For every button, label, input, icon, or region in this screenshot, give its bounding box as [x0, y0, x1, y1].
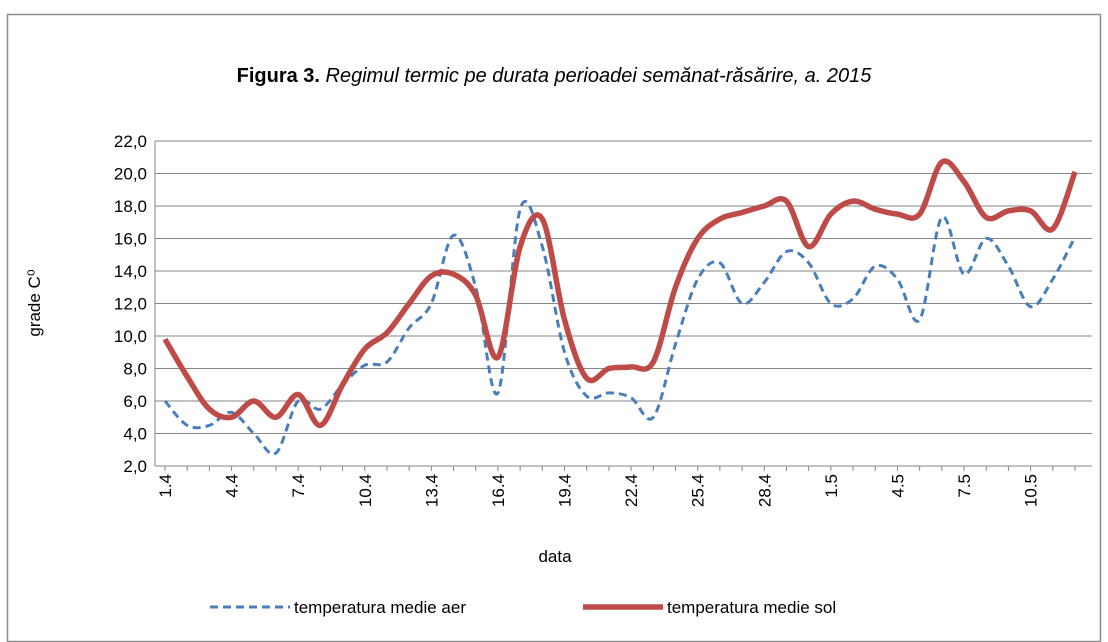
y-axis-label: grade C⁰: [25, 269, 44, 336]
x-tick-label: 13.4: [422, 474, 441, 507]
x-tick-label: 7.5: [955, 474, 974, 498]
x-tick-label: 4.5: [888, 474, 907, 498]
y-tick-label: 18,0: [114, 197, 147, 216]
x-tick-label: 1.5: [822, 474, 841, 498]
x-tick-label: 16.4: [489, 474, 508, 507]
series-line: [163, 199, 1077, 456]
x-tick-label: 19.4: [556, 474, 575, 507]
x-tick-label: 10.4: [356, 474, 375, 507]
x-tick-label: 7.4: [289, 474, 308, 498]
series-line: [162, 158, 1078, 429]
x-tick-label: 22.4: [622, 474, 641, 507]
x-tick-label: 28.4: [755, 474, 774, 507]
y-tick-label: 20,0: [114, 165, 147, 184]
y-tick-label: 22,0: [114, 132, 147, 151]
title-text: Regimul termic pe durata perioadei semăn…: [326, 65, 873, 87]
x-tick-label: 25.4: [689, 474, 708, 507]
y-tick-label: 2,0: [123, 457, 147, 476]
chart-title: Figura 3. Regimul termic pe durata perio…: [237, 65, 873, 87]
x-tick-label: 1.4: [156, 474, 175, 498]
y-tick-label: 6,0: [123, 392, 147, 411]
y-tick-label: 14,0: [114, 262, 147, 281]
title-prefix: Figura 3.: [237, 65, 320, 87]
y-tick-label: 12,0: [114, 295, 147, 314]
y-tick-label: 4,0: [123, 425, 147, 444]
legend-label: temperatura medie sol: [667, 598, 836, 617]
legend-label: temperatura medie aer: [294, 598, 466, 617]
x-tick-label: 10.5: [1022, 474, 1041, 507]
y-tick-label: 8,0: [123, 360, 147, 379]
y-tick-label: 10,0: [114, 327, 147, 346]
chart-frame: [6, 13, 1102, 642]
x-tick-label: 4.4: [223, 474, 242, 498]
x-axis-label: data: [538, 547, 572, 566]
y-tick-label: 16,0: [114, 230, 147, 249]
